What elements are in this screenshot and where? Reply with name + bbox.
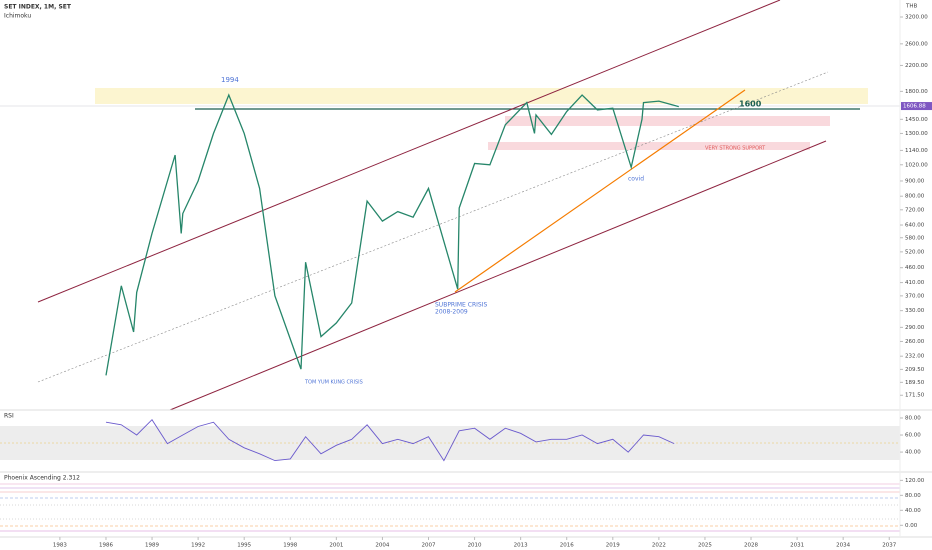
- x-tick-label: 1998: [283, 543, 297, 549]
- x-tick-label: 2025: [698, 543, 712, 549]
- currency: THB: [905, 4, 917, 10]
- y-tick-label: 171.50: [905, 393, 925, 399]
- y-tick-label: 260.00: [905, 339, 925, 345]
- x-tick-label: 1992: [191, 543, 205, 549]
- y-tick-label: 370.00: [905, 293, 925, 299]
- x-tick-label: 2034: [836, 543, 850, 549]
- y-tick-label: 410.00: [905, 280, 925, 286]
- annotation: TOM YUM KUNG CRISIS: [304, 380, 363, 386]
- annotation: VERY STRONG SUPPORT: [705, 146, 766, 152]
- x-tick-label: 2016: [560, 543, 574, 549]
- y-tick-label: 0.00: [905, 523, 918, 529]
- x-tick-label: 2004: [375, 543, 389, 549]
- support-zone: [505, 116, 830, 126]
- y-tick-label: 40.00: [905, 508, 921, 514]
- symbol-title: SET INDEX, 1M, SET: [4, 4, 72, 11]
- rsi-title: RSI: [4, 413, 14, 420]
- y-tick-label: 60.00: [905, 433, 921, 439]
- last-price-tag: [901, 102, 932, 111]
- y-tick-label: 120.00: [905, 478, 925, 484]
- y-tick-label: 1800.00: [905, 89, 928, 95]
- strong-support-zone: [488, 142, 810, 150]
- y-tick-label: 2200.00: [905, 63, 928, 69]
- y-tick-label: 520.00: [905, 249, 925, 255]
- annotation: 1600: [739, 100, 762, 109]
- y-tick-label: 80.00: [905, 493, 921, 499]
- annotation: covid: [628, 176, 644, 183]
- x-tick-label: 2019: [606, 543, 620, 549]
- y-tick-label: 580.00: [905, 235, 925, 241]
- x-tick-label: 2037: [882, 543, 896, 549]
- x-tick-label: 1995: [237, 543, 251, 549]
- y-tick-label: 2600.00: [905, 41, 928, 47]
- y-tick-label: 460.00: [905, 265, 925, 271]
- y-tick-label: 720.00: [905, 207, 925, 213]
- channel-middle: [37, 71, 829, 383]
- phoenix-title: Phoenix Ascending 2.312: [4, 475, 80, 482]
- y-tick-label: 1450.00: [905, 117, 928, 123]
- trend-line: [454, 89, 746, 293]
- y-tick-label: 1020.00: [905, 162, 928, 168]
- y-tick-label: 80.00: [905, 415, 921, 421]
- channel-upper: [37, 0, 781, 303]
- last-price-label: 1606.88: [903, 104, 926, 110]
- annotation: SUBPRIME CRISIS: [435, 302, 487, 309]
- y-tick-label: 1300.00: [905, 131, 928, 137]
- y-tick-label: 209.50: [905, 367, 925, 373]
- y-tick-label: 232.00: [905, 354, 925, 360]
- x-tick-label: 1986: [99, 543, 113, 549]
- y-tick-label: 900.00: [905, 178, 925, 184]
- y-tick-label: 3200.00: [905, 15, 928, 21]
- channel-lower: [169, 140, 827, 411]
- x-tick-label: 1989: [145, 543, 159, 549]
- y-tick-label: 1140.00: [905, 148, 928, 154]
- x-tick-label: 2031: [790, 543, 804, 549]
- x-tick-label: 2007: [421, 543, 435, 549]
- series-line: [105, 93, 679, 376]
- annotation: 2008-2009: [435, 309, 468, 316]
- y-tick-label: 40.00: [905, 450, 921, 456]
- y-tick-label: 189.50: [905, 380, 925, 386]
- x-tick-label: 1983: [53, 543, 67, 549]
- x-tick-label: 2022: [652, 543, 666, 549]
- x-tick-label: 2010: [468, 543, 482, 549]
- x-tick-label: 2013: [514, 543, 528, 549]
- y-tick-label: 330.00: [905, 308, 925, 314]
- x-tick-label: 2001: [329, 543, 343, 549]
- annotation: 1994: [221, 76, 239, 84]
- y-tick-label: 290.00: [905, 325, 925, 331]
- y-tick-label: 800.00: [905, 194, 925, 200]
- y-tick-label: 640.00: [905, 223, 925, 229]
- x-tick-label: 2028: [744, 543, 758, 549]
- indicator-name: Ichimoku: [4, 13, 31, 20]
- resistance-zone: [95, 88, 868, 104]
- series-line: [105, 418, 675, 462]
